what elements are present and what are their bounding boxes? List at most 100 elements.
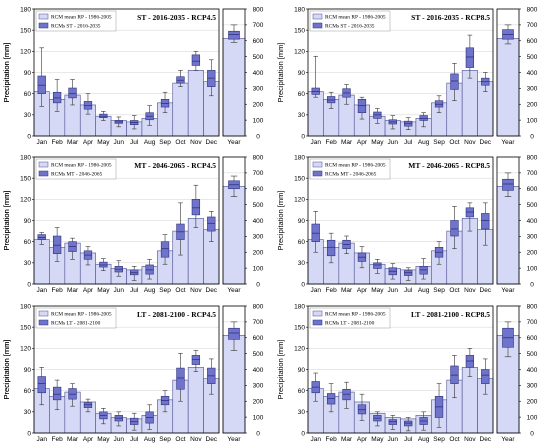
right-y-tick-label: 600 bbox=[527, 38, 538, 45]
legend-label-reference: RCM mean RP - 1986-2005 bbox=[325, 312, 386, 318]
right-y-tick-label: 800 bbox=[253, 6, 264, 13]
legend-label-rcms: RCMs ST - 2016-2035 bbox=[325, 24, 375, 30]
box-mar bbox=[68, 87, 77, 99]
box-may bbox=[373, 262, 382, 269]
right-y-tick-label: 800 bbox=[253, 154, 264, 161]
right-y-tick-label: 100 bbox=[527, 117, 538, 124]
right-y-tick-label: 700 bbox=[527, 319, 538, 326]
reference-bar bbox=[187, 367, 204, 434]
right-y-tick-label: 800 bbox=[527, 6, 538, 13]
right-y-tick-label: 400 bbox=[527, 218, 538, 225]
x-tick-label: Nov bbox=[464, 287, 476, 294]
y-tick-label: 30 bbox=[298, 112, 306, 119]
x-tick-label: Apr bbox=[357, 436, 368, 443]
legend-swatch-reference bbox=[312, 310, 323, 317]
panel-title: ST - 2016-2035 - RCP8.5 bbox=[411, 13, 490, 22]
reference-bar-year bbox=[496, 38, 520, 137]
panel-4: Jan Feb Mar Apr May Jun Jul Aug Sep Oct Nov Dec0306… bbox=[2, 154, 538, 294]
x-tick-label-year: Year bbox=[501, 139, 515, 146]
y-tick-label: 150 bbox=[294, 175, 305, 182]
panel-title: MT - 2046-2065 - RCP8.5 bbox=[408, 161, 490, 170]
box-jan bbox=[37, 376, 46, 394]
x-tick-label: Jan bbox=[36, 436, 47, 443]
reference-bar bbox=[187, 70, 204, 137]
right-y-tick-label: 100 bbox=[253, 117, 264, 124]
right-y-tick-label: 700 bbox=[253, 22, 264, 29]
x-tick-label: Oct bbox=[449, 287, 459, 294]
legend-label-rcms: RCMs ST - 2016-2035 bbox=[51, 24, 101, 30]
panel-title: ST - 2016-2035 - RCP4.5 bbox=[137, 13, 216, 22]
legend-swatch-rcms bbox=[312, 170, 323, 177]
legend-label-rcms: RCMs LT - 2081-2100 bbox=[51, 321, 101, 327]
y-tick-label: 180 bbox=[20, 6, 31, 13]
y-tick-label: 120 bbox=[20, 49, 31, 56]
right-y-tick-label: 400 bbox=[253, 70, 264, 77]
right-y-tick-label: 600 bbox=[527, 335, 538, 342]
x-tick-label: Nov bbox=[190, 436, 202, 443]
x-tick-label: Mar bbox=[67, 436, 79, 443]
x-tick-label-year: Year bbox=[227, 287, 241, 294]
x-tick-label: Dec bbox=[480, 139, 492, 146]
x-tick-label: May bbox=[97, 139, 110, 146]
y-axis-label: Precipitation [mm] bbox=[2, 42, 11, 102]
legend-swatch-reference bbox=[38, 310, 49, 317]
right-y-tick-label: 0 bbox=[530, 281, 534, 288]
box-dec bbox=[481, 369, 490, 384]
x-tick-label: Aug bbox=[144, 139, 156, 146]
right-y-tick-label: 500 bbox=[527, 351, 538, 358]
x-tick-label: Jan bbox=[36, 287, 47, 294]
x-tick-label: Jun bbox=[388, 436, 399, 443]
legend-swatch-rcms bbox=[38, 22, 49, 29]
x-tick-label: Aug bbox=[418, 139, 430, 146]
x-tick-label: Oct bbox=[175, 436, 185, 443]
y-tick-label: 150 bbox=[294, 324, 305, 331]
reference-bar-year bbox=[496, 186, 520, 285]
right-y-tick-label: 400 bbox=[253, 367, 264, 374]
x-tick-label: Sep bbox=[433, 287, 445, 294]
legend-swatch-rcms bbox=[38, 170, 49, 177]
y-tick-label: 60 bbox=[24, 91, 32, 98]
right-y-tick-label: 700 bbox=[253, 319, 264, 326]
y-tick-label: 90 bbox=[298, 218, 306, 225]
legend-box bbox=[35, 158, 117, 180]
panel-3: Jan Feb Mar Apr May Jun Jul Aug Sep Oct Nov Dec 0 30 6… bbox=[2, 154, 264, 294]
right-y-tick-label: 0 bbox=[256, 133, 260, 140]
x-tick-label: Jan bbox=[310, 287, 321, 294]
right-y-tick-label: 700 bbox=[527, 170, 538, 177]
legend-swatch-rcms bbox=[312, 22, 323, 29]
x-tick-label: Feb bbox=[326, 436, 338, 443]
panel-1: Jan Feb Mar Apr May Jun Jul Aug Sep Oct Nov Dec 0 30 6… bbox=[2, 6, 264, 146]
reference-bar-year bbox=[222, 38, 246, 137]
right-y-tick-label: 500 bbox=[253, 351, 264, 358]
y-axis-label: Precipitation [mm] bbox=[2, 339, 11, 399]
y-tick-label: 180 bbox=[294, 303, 305, 310]
box-year bbox=[228, 327, 240, 340]
x-tick-label: Jun bbox=[114, 436, 125, 443]
x-tick-label: May bbox=[371, 436, 384, 443]
x-tick-label: May bbox=[97, 287, 110, 294]
y-tick-label: 0 bbox=[301, 430, 305, 437]
y-tick-label: 150 bbox=[294, 27, 305, 34]
x-tick-label: Nov bbox=[464, 139, 476, 146]
y-tick-label: 120 bbox=[20, 346, 31, 353]
right-y-tick-label: 700 bbox=[527, 22, 538, 29]
y-tick-label: 120 bbox=[294, 49, 305, 56]
y-tick-label: 60 bbox=[298, 239, 306, 246]
reference-bar-year bbox=[222, 186, 246, 285]
y-tick-label: 60 bbox=[298, 388, 306, 395]
y-tick-label: 90 bbox=[298, 367, 306, 374]
x-tick-label: Jul bbox=[130, 139, 139, 146]
y-tick-label: 0 bbox=[27, 430, 31, 437]
right-y-tick-label: 600 bbox=[253, 38, 264, 45]
x-tick-label: Dec bbox=[480, 436, 492, 443]
x-tick-label: Aug bbox=[418, 436, 430, 443]
right-y-tick-label: 500 bbox=[253, 202, 264, 209]
right-y-tick-label: 800 bbox=[527, 303, 538, 310]
y-tick-label: 150 bbox=[20, 27, 31, 34]
y-tick-label: 180 bbox=[20, 154, 31, 161]
x-tick-label: Sep bbox=[433, 139, 445, 146]
x-tick-label-year: Year bbox=[501, 287, 515, 294]
right-y-tick-label: 600 bbox=[527, 186, 538, 193]
reference-bar bbox=[461, 367, 478, 434]
